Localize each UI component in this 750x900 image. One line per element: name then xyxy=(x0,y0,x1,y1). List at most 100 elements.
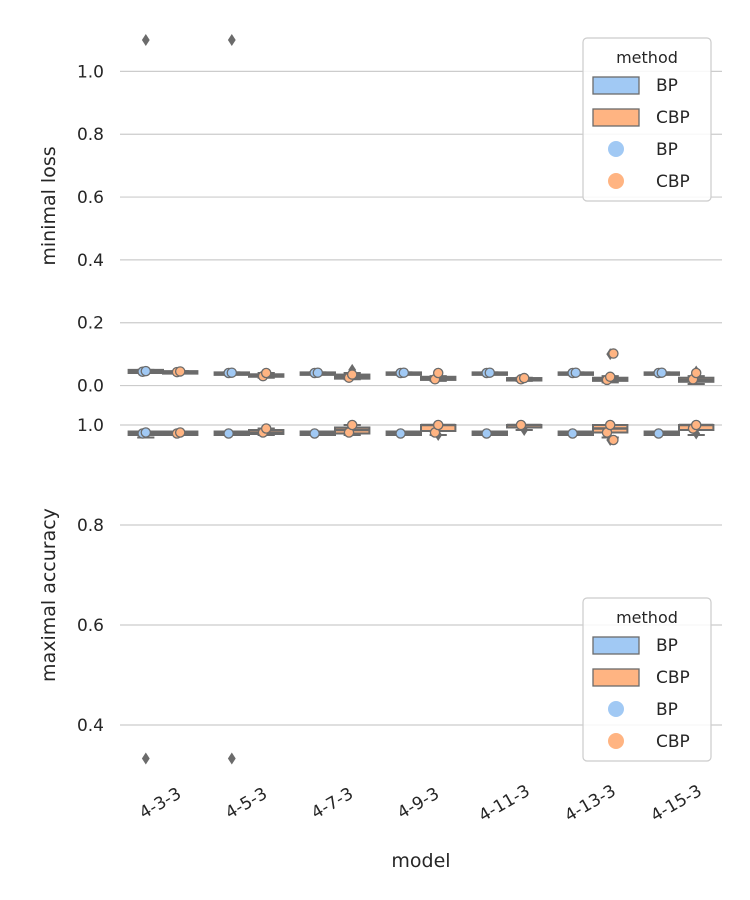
x-tick-label: 4-3-3 xyxy=(136,784,185,824)
legend-marker xyxy=(608,141,624,157)
box-bp xyxy=(299,367,337,379)
data-point xyxy=(309,428,320,439)
y-axis-label: minimal loss xyxy=(38,146,60,265)
x-tick-label: 4-5-3 xyxy=(222,784,271,824)
box-cbp xyxy=(506,419,543,436)
legend-label: BP xyxy=(656,140,678,160)
box-bp xyxy=(127,33,165,378)
legend-label: CBP xyxy=(656,172,690,192)
box-bp xyxy=(643,428,680,439)
box-bp xyxy=(557,367,594,379)
box-bp xyxy=(557,428,594,439)
data-point xyxy=(346,369,358,380)
box-cbp xyxy=(420,419,457,441)
box-bp xyxy=(643,367,680,379)
x-tick-label: 4-15-3 xyxy=(647,781,705,826)
data-point xyxy=(260,367,272,379)
data-point xyxy=(656,367,668,378)
box-cbp xyxy=(248,423,285,438)
legend-marker xyxy=(608,733,624,749)
data-point xyxy=(604,371,616,383)
legend-patch xyxy=(592,108,640,127)
box-bp xyxy=(213,33,251,379)
legend-label: CBP xyxy=(656,732,690,752)
box-cbp xyxy=(678,419,715,440)
y-axis-label: maximal accuracy xyxy=(38,508,60,682)
data-point xyxy=(223,428,234,439)
y-tick-label: 0.4 xyxy=(77,716,104,736)
box-cbp xyxy=(248,367,285,382)
box-cbp xyxy=(592,419,629,446)
y-tick-label: 0.8 xyxy=(77,125,104,145)
box-cbp xyxy=(678,365,715,386)
legend-patch xyxy=(592,636,640,655)
data-point xyxy=(260,423,272,434)
legend-label: BP xyxy=(656,76,678,96)
legend: method BP CBP BP CBP xyxy=(582,597,712,762)
legend-marker xyxy=(608,173,624,189)
data-point xyxy=(690,419,702,431)
y-tick-label: 0.6 xyxy=(77,188,104,208)
data-point xyxy=(653,428,664,439)
legend-label: BP xyxy=(656,636,678,656)
legend-label: CBP xyxy=(656,108,690,128)
box-bp xyxy=(385,367,423,379)
y-tick-label: 0.8 xyxy=(77,516,104,536)
box-cbp xyxy=(334,363,371,383)
y-tick-label: 1.0 xyxy=(77,62,104,82)
legend-patch xyxy=(592,76,640,95)
x-tick-label: 4-13-3 xyxy=(561,781,619,826)
y-tick-label: 0.6 xyxy=(77,616,104,636)
flier xyxy=(227,33,236,46)
box-cbp xyxy=(334,419,371,438)
box-cbp xyxy=(420,367,457,385)
y-tick-label: 1.0 xyxy=(77,416,104,436)
data-point xyxy=(346,419,358,431)
x-axis-label: model xyxy=(391,850,450,872)
x-tick-label: 4-7-3 xyxy=(308,784,357,824)
box-cbp xyxy=(506,372,543,385)
data-point xyxy=(690,367,702,379)
legend-patch xyxy=(592,668,640,687)
x-tick-label: 4-11-3 xyxy=(475,781,533,826)
data-point xyxy=(608,348,619,359)
flier xyxy=(141,752,150,765)
box-bp xyxy=(471,428,509,439)
data-point xyxy=(515,419,527,431)
legend: method BP CBP BP CBP xyxy=(582,37,712,202)
legend-label: CBP xyxy=(656,668,690,688)
data-point xyxy=(484,367,496,378)
legend-title: method xyxy=(616,608,678,627)
box-bp xyxy=(471,367,509,379)
data-point xyxy=(608,434,619,446)
data-point xyxy=(518,372,530,384)
data-point xyxy=(395,428,406,439)
x-tick-label: 4-9-3 xyxy=(394,784,443,824)
legend-title: method xyxy=(616,48,678,67)
data-point xyxy=(432,419,444,431)
data-point xyxy=(140,427,152,438)
data-point xyxy=(570,367,582,378)
data-point xyxy=(174,427,186,438)
y-tick-label: 0.4 xyxy=(77,251,104,271)
y-tick-label: 0.0 xyxy=(77,377,104,397)
y-tick-label: 0.2 xyxy=(77,314,104,334)
data-point xyxy=(174,366,186,377)
legend-label: BP xyxy=(656,700,678,720)
box-bp xyxy=(127,427,165,765)
box-bp xyxy=(385,428,423,439)
flier xyxy=(227,752,236,765)
data-point xyxy=(432,367,444,379)
legend-marker xyxy=(608,701,624,717)
flier xyxy=(141,33,150,46)
data-point xyxy=(140,365,152,377)
data-point xyxy=(481,428,492,439)
data-point xyxy=(226,367,238,378)
x-axis: 4-3-3 4-5-3 4-7-3 4-9-3 4-11-3 4-13-3 4-15-3 mo… xyxy=(136,781,705,872)
box-cbp xyxy=(162,427,199,439)
accuracy-panel: 0.4 0.6 0.8 1.0 maximal accuracy method BP CBP B… xyxy=(38,416,722,765)
loss-panel: 0.0 0.2 0.4 0.6 0.8 1.0 minimal loss method BP CB… xyxy=(38,33,722,397)
data-point xyxy=(604,419,616,431)
box-cbp xyxy=(162,366,199,378)
